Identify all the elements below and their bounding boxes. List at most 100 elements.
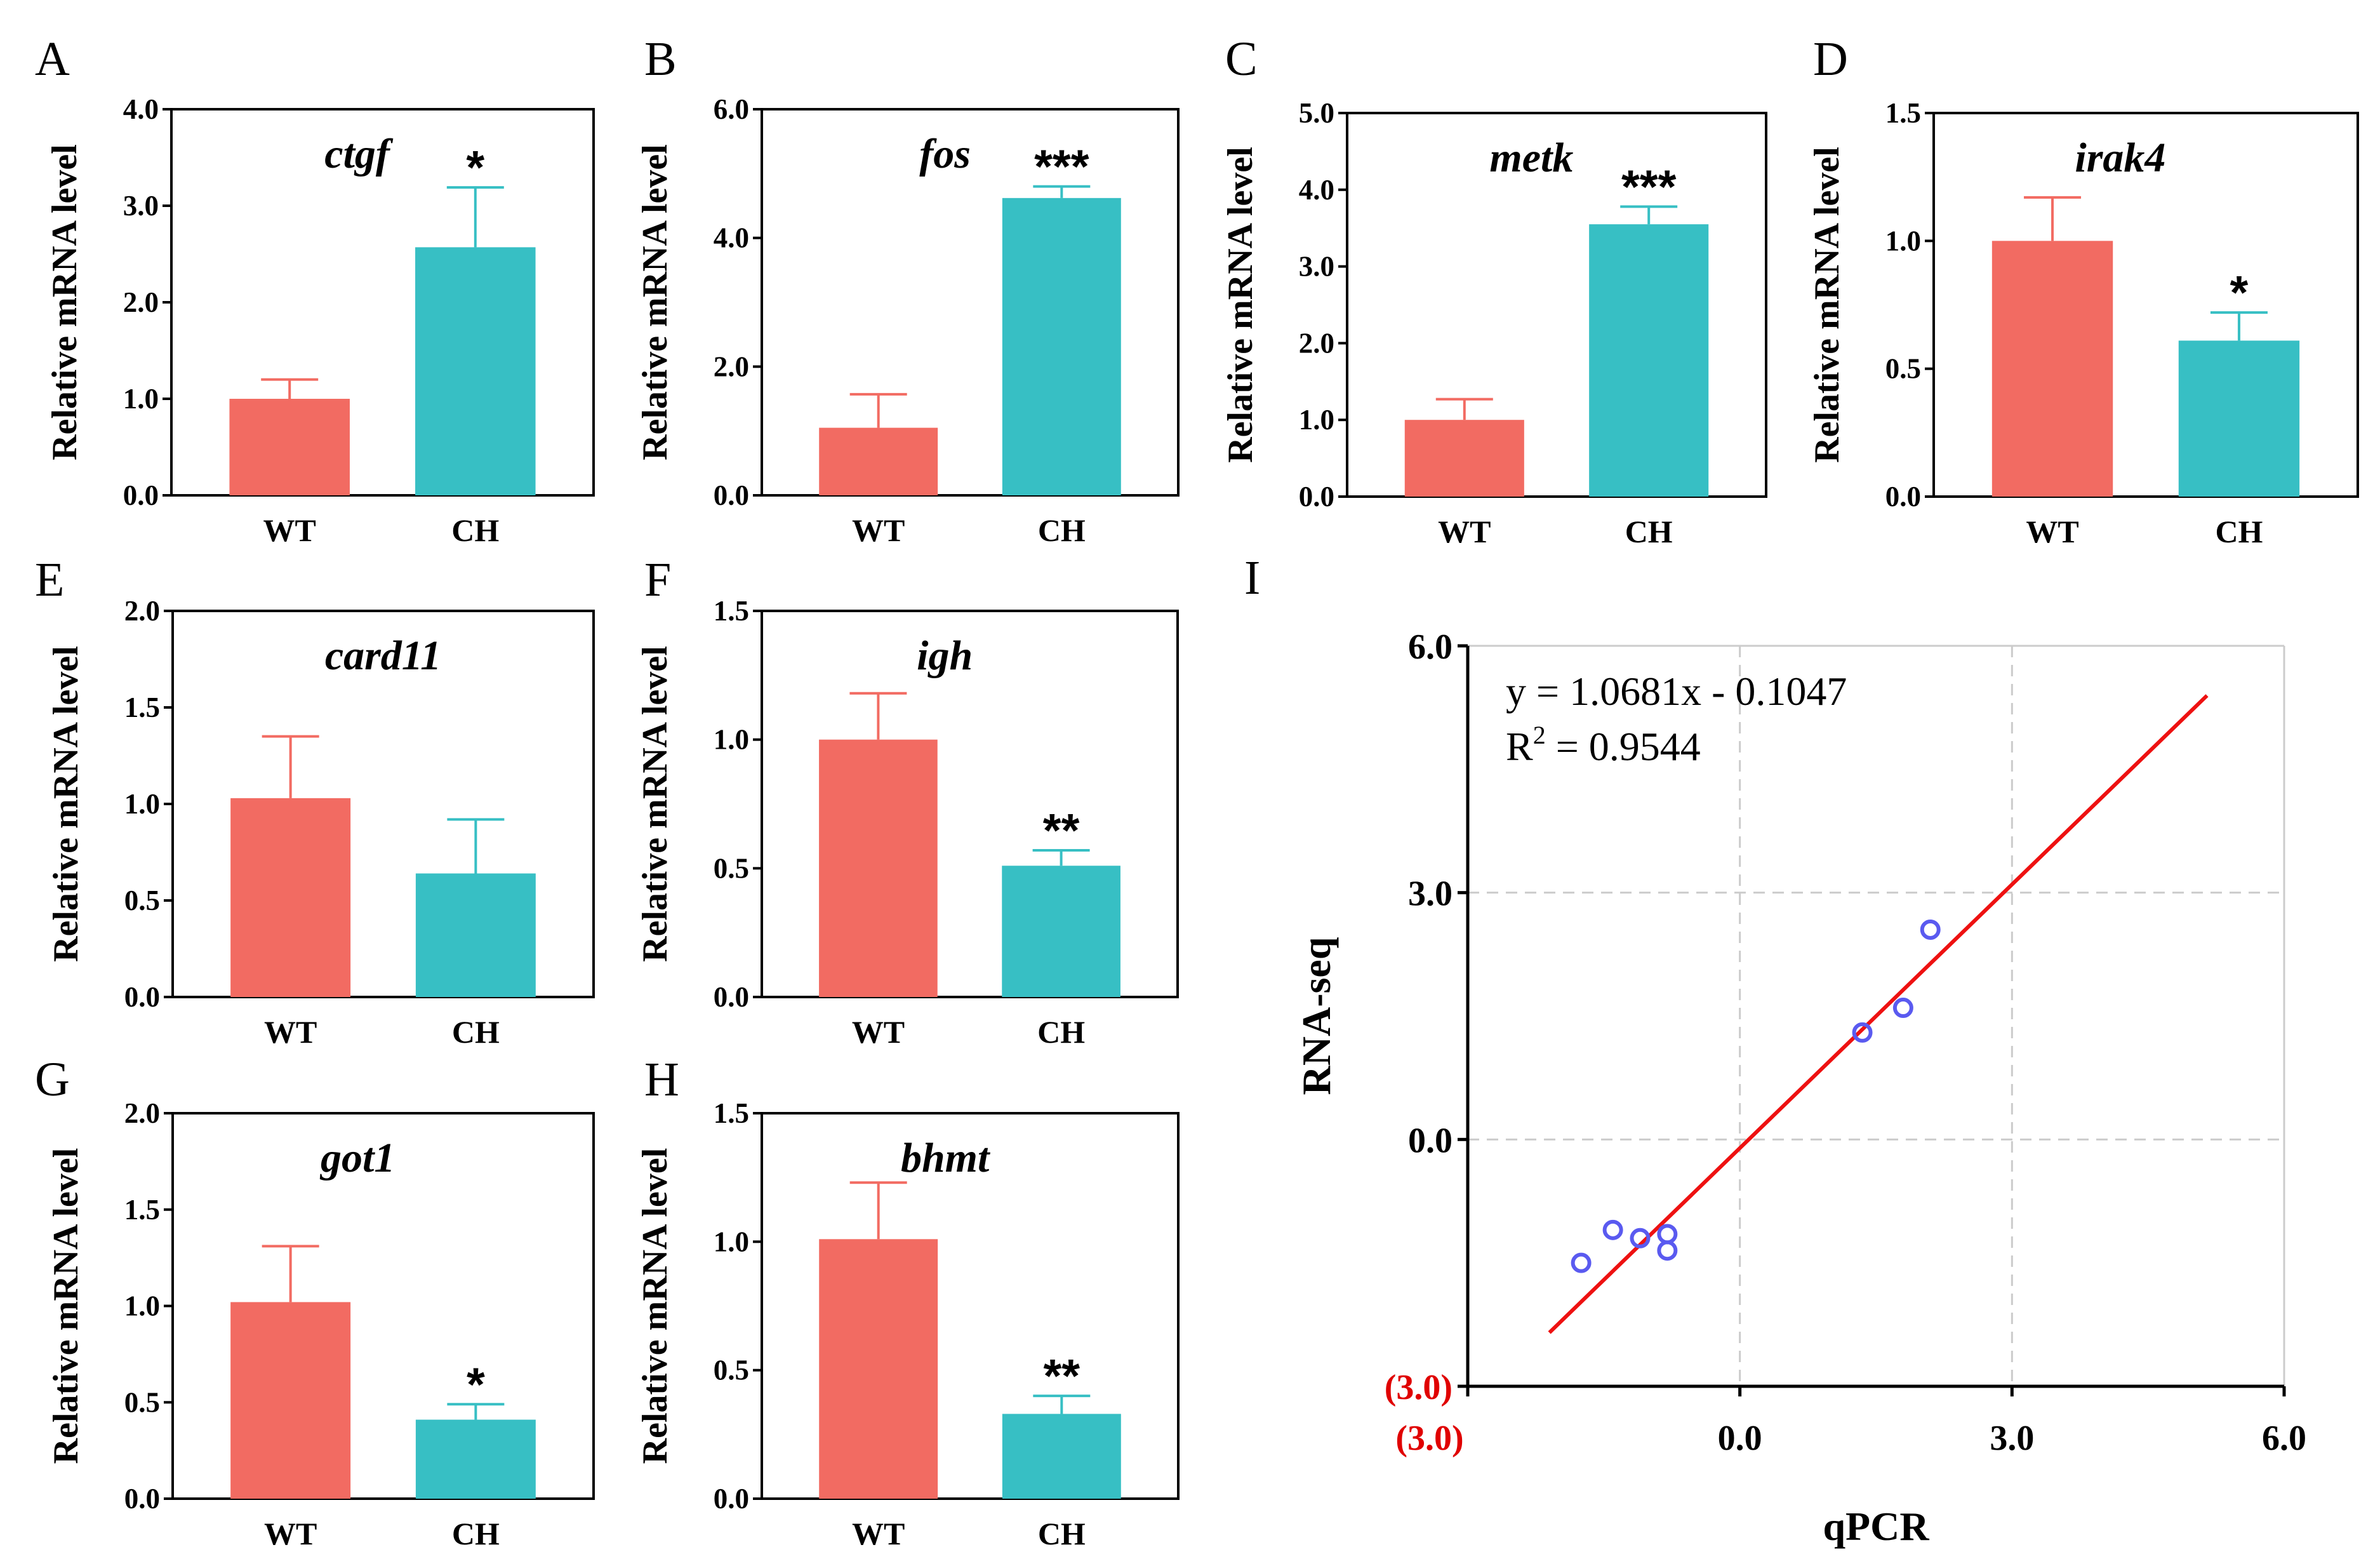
gene-title: irak4 [2075,135,2165,181]
x-category-label: WT [852,1516,905,1551]
panel-letter: E [35,553,64,606]
bar-ch [415,1419,536,1499]
y-tick-label: 3.0 [1299,251,1334,283]
x-tick-label: 3.0 [1990,1419,2034,1458]
bar-panel-h: H 0.0 0.5 1.0 1.5 Relative mRNA level bhmt WT CH… [635,1053,1180,1551]
y-tick-label: 0.0 [1299,481,1334,512]
y-tick-label: 0.0 [714,479,749,511]
y-tick-label: 6.0 [1408,627,1453,667]
bar-ch [1589,224,1709,497]
r-squared: R2 = 0.9544 [1506,721,1701,769]
plot-frame [761,610,1179,998]
y-tick-label: 3.0 [1408,874,1453,914]
x-category-label: WT [264,1014,317,1050]
y-axis-label: Relative mRNA level [46,1148,86,1464]
data-point [1657,1240,1678,1261]
y-axis-label: Relative mRNA level [1221,147,1260,463]
x-category-label: CH [1038,1516,1086,1551]
x-tick-label: (3.0) [1395,1419,1463,1458]
y-tick-label: 0.5 [1885,353,1921,385]
x-axis-label: qPCR [1823,1504,1929,1549]
panel-letter: A [35,32,70,86]
bar-panel-d: D 0.0 0.5 1.0 1.5 Relative mRNA level irak4 WT C… [1807,32,2359,549]
significance-marker: * [467,1358,485,1410]
y-tick-label: 1.0 [124,788,160,820]
bar-panel-e: E 0.0 0.5 1.0 1.5 2.0 Relative mRNA level card1… [35,553,595,1050]
y-tick-label: 0.5 [714,1355,749,1386]
x-category-label: CH [2215,514,2263,549]
significance-marker: ** [1044,1349,1080,1402]
panel-letter: G [35,1053,70,1106]
y-tick-label: 2.0 [714,351,749,382]
x-category-label: WT [1438,514,1491,549]
y-tick-label: 0.5 [124,885,160,916]
x-category-label: CH [452,1014,500,1050]
y-axis-label: Relative mRNA level [635,1148,675,1464]
panel-letter: C [1225,32,1258,86]
x-category-label: CH [1037,1014,1085,1050]
y-axis-label: Relative mRNA level [635,144,675,460]
y-tick-label: 1.5 [714,595,749,627]
y-tick-label: 3.0 [123,190,159,222]
bar-ch [415,873,536,997]
bar-wt [819,427,938,495]
data-point [1892,998,1913,1019]
gene-title: igh [917,632,973,679]
y-tick-label: 2.0 [1299,327,1334,359]
significance-marker: *** [1621,160,1677,213]
bar-ch [1002,866,1120,997]
bar-wt [229,399,350,495]
x-category-label: WT [2026,514,2078,549]
y-tick-label: 5.0 [1299,97,1334,129]
r-squared-superscript: 2 [1533,721,1546,749]
y-axis-label: Relative mRNA level [635,646,675,962]
y-tick-label: 1.0 [714,1226,749,1257]
significance-marker: ** [1043,804,1080,857]
data-point [1602,1219,1623,1240]
data-point [1852,1022,1873,1043]
significance-marker: * [466,141,484,194]
y-axis-label: RNA-seq [1294,937,1339,1095]
y-tick-label: 0.0 [124,981,160,1013]
gene-title: card11 [325,632,441,679]
y-axis-label: Relative mRNA level [1807,147,1847,463]
y-tick-label: 4.0 [123,93,159,125]
bar-ch [2178,340,2300,497]
regression-line [1548,694,2209,1334]
data-point [1657,1224,1678,1245]
y-tick-label: 0.0 [124,1483,160,1515]
x-tick-label: 0.0 [1718,1419,1762,1458]
data-point [1571,1252,1592,1273]
x-category-label: CH [451,512,499,548]
x-category-label: WT [263,512,316,548]
y-axis-label: Relative mRNA level [45,144,84,460]
y-tick-label: 1.0 [124,1290,160,1322]
scatter-panel-i: I (3.0) (3.0) 0.0 0.0 3.0 3.0 6.0 6.0 qPCR RNA-seq… [1244,551,2306,1549]
y-tick-label: 2.0 [124,1097,160,1129]
y-tick-label: 1.0 [1299,404,1334,436]
y-tick-label: 0.0 [123,479,159,511]
y-tick-label: 0.5 [714,852,749,884]
bar-panel-a: A 0.0 1.0 2.0 3.0 4.0 Relative mRNA level ctgf W… [35,32,595,548]
x-category-label: CH [1625,514,1673,549]
data-point [1920,919,1941,940]
panel-letter: F [644,553,671,606]
x-category-label: CH [452,1516,500,1551]
panel-letter: I [1244,551,1260,605]
y-tick-label: 4.0 [1299,174,1334,206]
x-category-label: CH [1038,512,1086,548]
bar-panel-g: G 0.0 0.5 1.0 1.5 2.0 Relative mRNA level got1 W… [35,1053,595,1551]
plot-frame [761,108,1180,497]
plot-frame [1932,112,2359,498]
y-tick-label: 2.0 [124,595,160,627]
bar-wt [1404,420,1524,497]
y-tick-label: 1.5 [124,692,160,723]
panel-letter: H [644,1053,679,1106]
plot-frame [761,1112,1180,1500]
x-category-label: WT [264,1516,317,1551]
y-tick-label: 0.0 [1885,481,1921,512]
y-axis-label: Relative mRNA level [46,646,86,962]
bar-wt [1991,241,2113,497]
bar-wt [230,1302,351,1499]
panel-letter: B [644,32,677,86]
